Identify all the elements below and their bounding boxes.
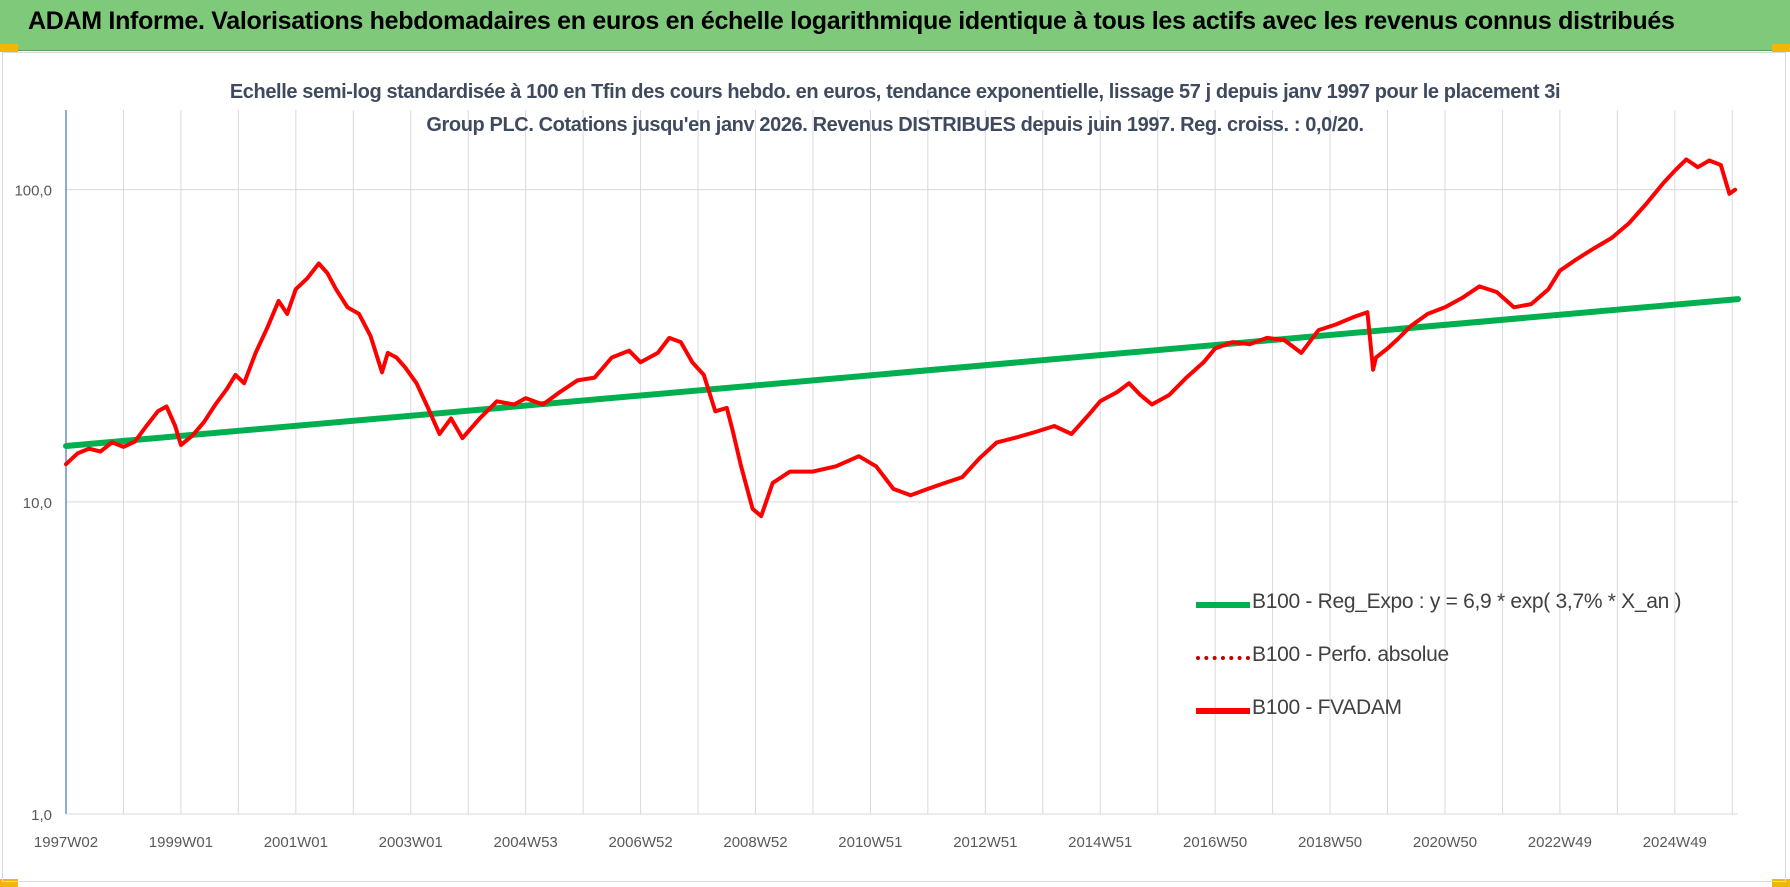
header-banner: ADAM Informe. Valorisations hebdomadaire… xyxy=(0,0,1790,51)
chart-frame xyxy=(2,52,1786,882)
corner-accent-bottom-right xyxy=(1772,879,1790,887)
x-tick-label: 2004W53 xyxy=(494,834,558,851)
legend-item-reg-expo: B100 - Reg_Expo : y = 6,9 * exp( 3,7% * … xyxy=(1190,590,1710,620)
x-tick-label: 2020W50 xyxy=(1413,834,1477,851)
corner-accent-bottom-left xyxy=(0,879,18,887)
grid-lines xyxy=(65,110,1738,815)
legend-label-fvadam: B100 - FVADAM xyxy=(1252,696,1402,719)
y-tick-label: 10,0 xyxy=(23,495,52,512)
legend-swatch-green xyxy=(1196,602,1250,608)
x-tick-label: 2016W50 xyxy=(1183,834,1247,851)
y-tick-label: 1,0 xyxy=(31,807,52,824)
x-tick-label: 1999W01 xyxy=(149,834,213,851)
series-lines xyxy=(63,157,1741,519)
legend-item-perfo: B100 - Perfo. absolue xyxy=(1190,643,1710,673)
legend-label-reg-expo: B100 - Reg_Expo : y = 6,9 * exp( 3,7% * … xyxy=(1252,590,1682,613)
legend-label-perfo: B100 - Perfo. absolue xyxy=(1252,643,1449,666)
series-line-reg-expo xyxy=(63,296,1741,449)
x-tick-label: 2008W52 xyxy=(723,834,787,851)
legend-item-fvadam: B100 - FVADAM xyxy=(1190,696,1710,726)
x-tick-label: 2012W51 xyxy=(953,834,1017,851)
y-tick-label: 100,0 xyxy=(14,183,52,200)
x-tick-label: 1997W02 xyxy=(34,834,98,851)
x-tick-label: 2001W01 xyxy=(264,834,328,851)
x-tick-label: 2006W52 xyxy=(608,834,672,851)
x-tick-label: 2024W49 xyxy=(1643,834,1707,851)
axes: 1,0 10,0 100,0 1997W02 1999W01 2001W01 2003W01… xyxy=(14,110,1738,851)
x-tick-label: 2018W50 xyxy=(1298,834,1362,851)
series-line-fvadam xyxy=(64,157,1738,519)
banner-title: ADAM Informe. Valorisations hebdomadaire… xyxy=(28,7,1675,35)
x-tick-label: 2003W01 xyxy=(379,834,443,851)
corner-accent-left xyxy=(0,44,18,52)
chart-title: Echelle semi-log standardisée à 100 en T… xyxy=(229,81,1561,136)
legend-swatch-dotted-red xyxy=(1196,656,1250,660)
legend-swatch-red xyxy=(1196,708,1250,714)
x-tick-label: 2022W49 xyxy=(1528,834,1592,851)
x-tick-label: 2010W51 xyxy=(838,834,902,851)
x-tick-label: 2014W51 xyxy=(1068,834,1132,851)
corner-accent-right xyxy=(1772,44,1790,52)
